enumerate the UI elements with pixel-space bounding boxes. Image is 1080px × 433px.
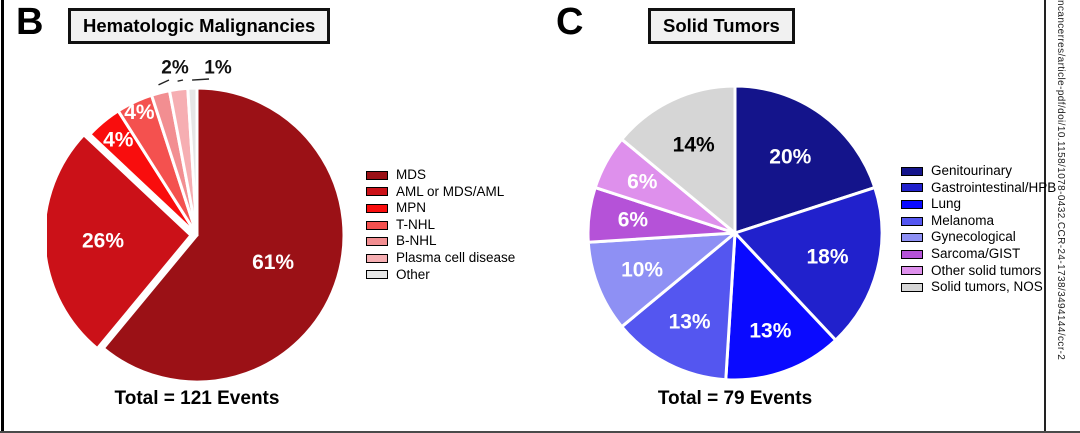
legend-swatch <box>901 199 923 209</box>
legend-item-sarcoma-gist: Sarcoma/GIST <box>901 246 1056 263</box>
pie-chart-b: 61% 26% 4% 4% 2% 1% <box>47 58 346 384</box>
slice-percent-label: 26% <box>82 229 124 252</box>
slice-percent-label: 2% <box>161 58 189 79</box>
pie-slice-melanoma <box>620 231 737 382</box>
figure-left-border <box>1 0 4 433</box>
legend-swatch <box>366 220 388 230</box>
legend-swatch <box>901 166 923 176</box>
slice-percent-label: 6% <box>618 209 649 232</box>
pie-slice-gastrointestinal-hpb <box>733 186 884 342</box>
legend-swatch <box>366 270 388 280</box>
pie-slice-aml-or-mds-aml <box>47 133 193 351</box>
watermark-url: ncancerres/article-pdf/doi/10.1158/1078-… <box>1055 0 1066 361</box>
pie-slice-genitourinary <box>733 84 877 235</box>
pie-chart-c: 20% 18% 13% 13% 10% 6% 6% 14% <box>586 84 884 382</box>
slice-percent-label: 18% <box>806 245 848 268</box>
legend-item-aml-or-mds-aml: AML or MDS/AML <box>366 184 515 201</box>
slice-percent-label: 13% <box>669 311 711 334</box>
legend-item-t-nhl: T-NHL <box>366 217 515 234</box>
legend-item-gynecological: Gynecological <box>901 229 1056 246</box>
legend-label: Other <box>396 266 430 282</box>
slice-percent-label: 10% <box>621 258 663 281</box>
legend-swatch <box>366 237 388 247</box>
legend-swatch <box>366 253 388 263</box>
slice-percent-label: 4% <box>124 101 155 124</box>
legend-item-other: Other <box>366 267 515 284</box>
pie-slice-solid-tumors-nos <box>620 84 737 235</box>
legend-item-gastrointestinal-hpb: Gastrointestinal/HPB <box>901 180 1056 197</box>
legend-item-mds: MDS <box>366 167 515 184</box>
panel-label-b: B <box>16 1 44 43</box>
legend-item-plasma-cell-disease: Plasma cell disease <box>366 250 515 267</box>
slice-percent-label: 20% <box>769 145 811 168</box>
slice-percent-label: 1% <box>204 58 232 79</box>
legend-item-lung: Lung <box>901 196 1056 213</box>
legend-label: Melanoma <box>931 212 995 228</box>
legend-swatch <box>901 249 923 259</box>
pie-slice-gynecological <box>586 231 737 329</box>
total-label-b: Total = 121 Events <box>114 388 280 409</box>
legend-item-genitourinary: Genitourinary <box>901 163 1056 180</box>
legend-label: AML or MDS/AML <box>396 183 505 199</box>
slice-percent-label: 14% <box>673 134 715 157</box>
legend-swatch <box>901 233 923 243</box>
pie-slice-lung <box>724 231 838 382</box>
pie-slice-mds <box>101 86 346 384</box>
legend-label: Genitourinary <box>931 163 1013 178</box>
label-leader-line <box>192 78 210 81</box>
slice-percent-label: 61% <box>252 251 294 274</box>
legend-swatch <box>366 170 388 180</box>
legend-label: MDS <box>396 167 426 182</box>
figure-bottom-border <box>0 431 1080 433</box>
legend-swatch <box>901 266 923 276</box>
legend-label: MPN <box>396 200 426 216</box>
legend-swatch <box>901 216 923 226</box>
panel-title-c: Solid Tumors <box>648 8 795 44</box>
label-leader-line <box>158 79 170 86</box>
legend-label: Gastrointestinal/HPB <box>931 179 1057 195</box>
legend-item-other-solid-tumors: Other solid tumors <box>901 263 1056 280</box>
pie-slice-other <box>186 86 199 237</box>
legend-label: Solid tumors, NOS <box>931 279 1043 295</box>
slice-percent-label: 6% <box>627 171 658 194</box>
legend-swatch <box>901 282 923 292</box>
total-label-c: Total = 79 Events <box>657 388 813 409</box>
legend-item-solid-tumors-nos: Solid tumors, NOS <box>901 279 1056 296</box>
legend-swatch <box>366 187 388 197</box>
legend-label: Other solid tumors <box>931 262 1042 278</box>
legend-swatch <box>366 203 388 213</box>
panel-label-c: C <box>556 1 584 43</box>
legend-label: Lung <box>931 196 962 212</box>
legend-item-b-nhl: B-NHL <box>366 233 515 250</box>
slice-percent-label: 4% <box>103 128 134 151</box>
label-leader-line <box>177 79 184 82</box>
legend-label: Gynecological <box>931 229 1016 245</box>
legend-item-melanoma: Melanoma <box>901 213 1056 230</box>
legend-b: MDS AML or MDS/AML MPN T-NHL B-NHL Plasma cel… <box>366 167 515 283</box>
legend-label: Sarcoma/GIST <box>931 245 1021 261</box>
figure-right-border <box>1044 0 1046 433</box>
legend-c: Genitourinary Gastrointestinal/HPB Lung Mel… <box>901 163 1056 296</box>
panel-title-b: Hematologic Malignancies <box>68 8 331 44</box>
legend-label: T-NHL <box>396 216 436 232</box>
legend-label: B-NHL <box>396 233 437 249</box>
legend-label: Plasma cell disease <box>396 249 516 265</box>
slice-percent-label: 13% <box>749 320 791 343</box>
legend-item-mpn: MPN <box>366 200 515 217</box>
legend-swatch <box>901 183 923 193</box>
